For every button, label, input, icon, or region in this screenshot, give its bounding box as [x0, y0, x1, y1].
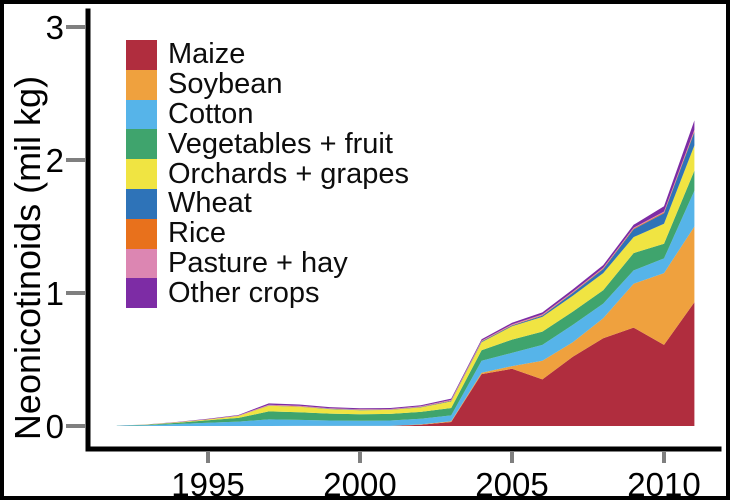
legend-swatch-maize	[126, 40, 157, 70]
legend-item-maize: Maize	[126, 40, 409, 70]
legend-swatch-cotton	[126, 99, 157, 130]
x-tick-label-2010: 2010	[627, 466, 700, 500]
y-tick-label-2: 2	[46, 142, 64, 179]
legend-swatch-orchards-grapes	[126, 159, 157, 189]
chart-legend: Maize Soybean Cotton Vegetables + fruit …	[126, 40, 409, 309]
legend-item-vegetables-fruit: Vegetables + fruit	[126, 127, 409, 160]
legend-label-maize: Maize	[168, 38, 246, 71]
x-tick-label-2000: 2000	[323, 466, 396, 500]
x-tick-label-2005: 2005	[475, 466, 548, 500]
legend-swatch-soybean	[126, 69, 157, 100]
legend-swatch-rice	[126, 218, 157, 249]
legend-item-soybean: Soybean	[126, 70, 409, 100]
legend-item-other-crops: Other crops	[126, 276, 409, 309]
area-maize	[116, 302, 695, 426]
legend-swatch-wheat	[126, 188, 157, 219]
legend-item-cotton: Cotton	[126, 97, 409, 130]
y-tick-label-1: 1	[46, 275, 64, 312]
y-axis-title: Neonicotinoids (mil kg)	[7, 76, 48, 440]
legend-label-rice: Rice	[168, 217, 227, 250]
legend-label-wheat: Wheat	[168, 187, 252, 220]
legend-item-rice: Rice	[126, 219, 409, 249]
legend-label-pasture-hay: Pasture + hay	[168, 246, 348, 279]
legend-swatch-other-crops	[126, 278, 157, 309]
legend-label-soybean: Soybean	[168, 68, 283, 101]
legend-swatch-vegetables-fruit	[126, 129, 157, 160]
legend-swatch-pasture-hay	[126, 248, 157, 279]
legend-item-pasture-hay: Pasture + hay	[126, 246, 409, 279]
y-tick-label-3: 3	[46, 9, 64, 46]
legend-label-cotton: Cotton	[168, 97, 254, 130]
legend-label-orchards-grapes: Orchards + grapes	[168, 157, 409, 190]
legend-label-vegetables-fruit: Vegetables + fruit	[168, 127, 393, 160]
y-tick-label-0: 0	[46, 408, 64, 445]
chart-areas	[116, 120, 695, 426]
legend-item-wheat: Wheat	[126, 189, 409, 219]
legend-label-other-crops: Other crops	[168, 276, 320, 309]
legend-item-orchards-grapes: Orchards + grapes	[126, 159, 409, 189]
x-tick-label-1995: 1995	[171, 466, 244, 500]
